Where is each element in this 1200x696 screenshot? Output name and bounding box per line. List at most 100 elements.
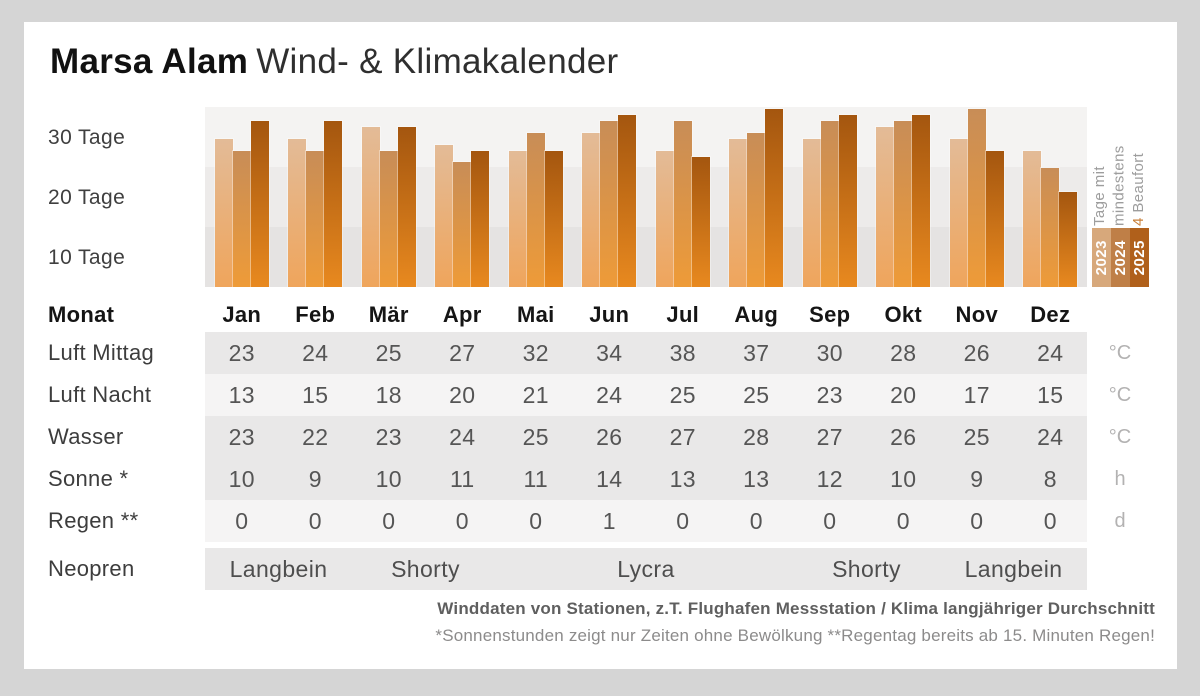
year-chip-2023: 2023 bbox=[1092, 228, 1111, 287]
bar-mär-2024 bbox=[379, 151, 398, 287]
cell-nov: 17 bbox=[963, 381, 990, 408]
bar-group-dez bbox=[1014, 107, 1088, 287]
cell-nov: 0 bbox=[970, 507, 984, 534]
bar-nov-2024 bbox=[967, 109, 986, 287]
legend-beaufort-number: 4 bbox=[1130, 217, 1147, 226]
bar-aug-2025 bbox=[765, 109, 784, 287]
chart-legend-title: Tage mit mindestens 4 Beaufort bbox=[1090, 77, 1152, 226]
month-label-jun: Jun bbox=[589, 302, 630, 327]
row-values: 23 24 25 27 32 34 38 37 30 28 26 24 bbox=[205, 332, 1087, 374]
cell-sep: 0 bbox=[823, 507, 837, 534]
year-chip-label: 2024 bbox=[1112, 239, 1129, 276]
ytick-30: 30 Tage bbox=[48, 126, 126, 149]
cell-okt: 10 bbox=[890, 465, 917, 492]
cell-mai: 25 bbox=[522, 423, 549, 450]
cell-feb: 24 bbox=[302, 339, 329, 366]
table-row-luft-mittag: Luft Mittag 23 24 25 27 32 34 38 37 30 28 26 24 °C bbox=[24, 332, 1177, 374]
month-label-jul: Jul bbox=[666, 302, 700, 327]
cell-apr: 0 bbox=[455, 507, 469, 534]
bar-group-mär bbox=[352, 107, 426, 287]
row-label: Luft Nacht bbox=[48, 382, 152, 407]
bar-feb-2024 bbox=[306, 151, 325, 287]
cell-apr: 24 bbox=[449, 423, 476, 450]
bar-jan-2024 bbox=[232, 151, 251, 287]
cell-jul: 27 bbox=[669, 423, 696, 450]
bar-group-jan bbox=[205, 107, 279, 287]
legend-beaufort-text: Beaufort bbox=[1130, 152, 1147, 218]
chart-band-top bbox=[205, 107, 1087, 167]
year-legend-chips: 2023 2024 2025 bbox=[1092, 228, 1149, 287]
cell-feb: 22 bbox=[302, 423, 329, 450]
row-label: Sonne * bbox=[48, 466, 129, 491]
title-brand: Marsa Alam bbox=[50, 42, 249, 81]
month-label-okt: Okt bbox=[884, 302, 923, 327]
neopren-band-shorty: Shorty bbox=[832, 555, 901, 582]
cell-nov: 26 bbox=[963, 339, 990, 366]
cell-mär: 10 bbox=[375, 465, 402, 492]
cell-jan: 23 bbox=[228, 423, 255, 450]
row-label: Neopren bbox=[48, 556, 135, 581]
wind-bar-chart bbox=[205, 107, 1087, 287]
row-values: 23 22 23 24 25 26 27 28 27 26 25 24 bbox=[205, 416, 1087, 458]
year-chip-label: 2025 bbox=[1131, 239, 1148, 276]
row-values: 10 9 10 11 11 14 13 13 12 10 9 8 bbox=[205, 458, 1087, 500]
cell-mär: 25 bbox=[375, 339, 402, 366]
cell-jul: 0 bbox=[676, 507, 690, 534]
bar-mai-2025 bbox=[544, 151, 563, 287]
month-label-mär: Mär bbox=[368, 302, 409, 327]
year-chip-label: 2023 bbox=[1093, 239, 1110, 276]
row-values: 13 15 18 20 21 24 25 25 23 20 17 15 bbox=[205, 374, 1087, 416]
cell-okt: 26 bbox=[890, 423, 917, 450]
row-unit: °C bbox=[1108, 425, 1132, 448]
month-label-mai: Mai bbox=[516, 302, 555, 327]
neopren-band-langbein: Langbein bbox=[964, 555, 1063, 582]
footer-source-note: Winddaten von Stationen, z.T. Flughafen … bbox=[437, 599, 1155, 618]
cell-mär: 23 bbox=[375, 423, 402, 450]
bar-sep-2023 bbox=[802, 139, 821, 287]
cell-mai: 21 bbox=[522, 381, 549, 408]
cell-mai: 11 bbox=[523, 465, 548, 492]
ytick-10: 10 Tage bbox=[48, 246, 126, 269]
bar-aug-2024 bbox=[747, 133, 766, 287]
cell-jun: 24 bbox=[596, 381, 623, 408]
cell-mai: 32 bbox=[522, 339, 549, 366]
row-label: Regen ** bbox=[48, 508, 139, 533]
bar-apr-2023 bbox=[435, 145, 454, 287]
row-unit: °C bbox=[1108, 341, 1132, 364]
cell-aug: 37 bbox=[743, 339, 770, 366]
cell-jul: 25 bbox=[669, 381, 696, 408]
neopren-band-shorty: Shorty bbox=[391, 555, 460, 582]
cell-apr: 20 bbox=[449, 381, 476, 408]
bar-mär-2025 bbox=[397, 127, 416, 287]
cell-sep: 23 bbox=[816, 381, 843, 408]
bar-dez-2024 bbox=[1041, 168, 1060, 287]
cell-feb: 0 bbox=[308, 507, 322, 534]
bar-nov-2025 bbox=[985, 151, 1004, 287]
bar-jun-2025 bbox=[618, 115, 637, 287]
cell-mär: 0 bbox=[382, 507, 396, 534]
cell-dez: 0 bbox=[1043, 507, 1057, 534]
row-unit: °C bbox=[1108, 383, 1132, 406]
month-label-apr: Apr bbox=[442, 302, 482, 327]
cell-dez: 8 bbox=[1043, 465, 1057, 492]
neopren-band-lycra: Lycra bbox=[617, 555, 675, 582]
month-label-feb: Feb bbox=[295, 302, 336, 327]
cell-apr: 11 bbox=[450, 465, 475, 492]
cell-sep: 12 bbox=[816, 465, 843, 492]
bar-jun-2024 bbox=[600, 121, 619, 287]
row-unit: h bbox=[1114, 467, 1126, 490]
cell-aug: 25 bbox=[743, 381, 770, 408]
cell-feb: 9 bbox=[308, 465, 322, 492]
cell-okt: 0 bbox=[896, 507, 910, 534]
cell-dez: 24 bbox=[1037, 339, 1064, 366]
cell-jun: 1 bbox=[602, 507, 616, 534]
table-row-regen: Regen ** 0 0 0 0 0 1 0 0 0 0 0 0 d bbox=[24, 500, 1177, 542]
table-row-sonne: Sonne * 10 9 10 11 11 14 13 13 12 10 9 8 h bbox=[24, 458, 1177, 500]
cell-dez: 15 bbox=[1037, 381, 1064, 408]
bar-mai-2023 bbox=[508, 151, 527, 287]
cell-sep: 30 bbox=[816, 339, 843, 366]
neopren-bands: Langbein Shorty Lycra Shorty Langbein bbox=[205, 548, 1087, 590]
month-labels: Jan Feb Mär Apr Mai Jun Jul Aug Sep Okt Nov Dez bbox=[205, 298, 1087, 332]
title-subtitle: Wind- & Klimakalender bbox=[256, 42, 619, 81]
table-row-wasser: Wasser 23 22 23 24 25 26 27 28 27 26 25 24 °C bbox=[24, 416, 1177, 458]
